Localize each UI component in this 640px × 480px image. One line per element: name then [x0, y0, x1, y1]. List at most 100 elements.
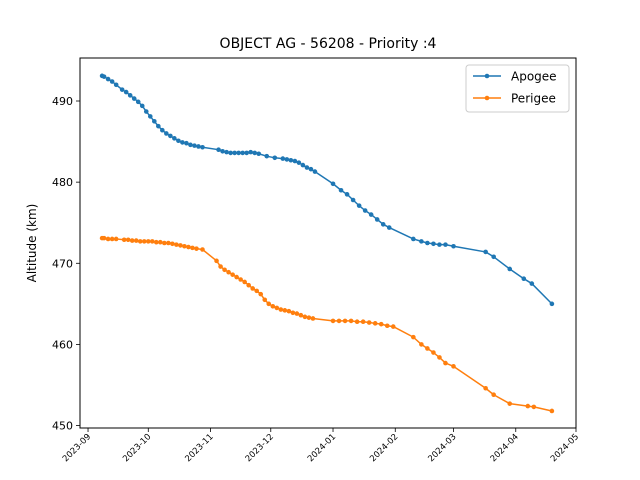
x-tick-label: 2024-02 [368, 432, 400, 464]
data-point-perigee [437, 355, 442, 360]
data-point-perigee [290, 310, 296, 316]
legend-label-apogee: Apogee [511, 70, 557, 84]
data-point-apogee [188, 142, 193, 148]
data-point-apogee [248, 149, 253, 155]
data-point-perigee [531, 404, 537, 410]
data-point-apogee [312, 169, 318, 174]
data-point-perigee [262, 297, 268, 303]
data-point-apogee [549, 301, 555, 307]
data-point-perigee [491, 392, 496, 398]
data-point-perigee [378, 321, 384, 327]
data-point-apogee [127, 93, 133, 98]
data-point-perigee [294, 311, 300, 316]
y-tick-label: 470 [52, 257, 73, 270]
data-point-perigee [178, 243, 183, 248]
data-point-perigee [242, 279, 247, 285]
data-point-apogee [386, 225, 392, 230]
data-point-perigee [431, 350, 436, 355]
data-point-apogee [338, 187, 344, 193]
data-point-perigee [425, 346, 430, 351]
x-axis: 2023-09 2023-10 2023-11 2023-12 2024-01 2024-… [61, 428, 581, 464]
data-point-apogee [507, 266, 513, 272]
x-tick-label: 2023-12 [244, 432, 276, 464]
data-point-apogee [296, 160, 302, 165]
data-point-perigee [226, 269, 231, 275]
data-point-perigee [366, 320, 372, 325]
legend-marker-perigee [484, 95, 490, 101]
data-point-perigee [278, 307, 284, 312]
data-point-apogee [143, 109, 149, 114]
data-point-apogee [483, 249, 488, 255]
data-point-perigee [109, 236, 115, 242]
data-point-perigee [200, 247, 205, 252]
data-point-apogee [425, 240, 430, 246]
data-point-apogee [113, 82, 119, 88]
data-point-apogee [109, 79, 115, 84]
data-point-apogee [168, 133, 173, 139]
x-tick-label: 2024-05 [549, 432, 581, 464]
legend: Apogee Perigee [465, 64, 570, 113]
data-point-perigee [234, 274, 239, 280]
data-point-perigee [384, 323, 390, 329]
data-point-perigee [162, 240, 167, 246]
data-point-apogee [220, 149, 225, 154]
data-point-perigee [125, 237, 131, 243]
data-point-perigee [274, 305, 280, 311]
data-point-apogee [196, 144, 201, 149]
data-point-apogee [105, 76, 111, 82]
data-point-apogee [139, 103, 145, 109]
data-point-apogee [330, 181, 336, 187]
data-point-apogee [123, 89, 129, 95]
data-point-perigee [270, 303, 276, 309]
data-point-apogee [344, 192, 350, 197]
data-point-perigee [354, 319, 360, 325]
data-point-apogee [131, 96, 137, 101]
data-point-apogee [200, 144, 205, 150]
data-point-apogee [350, 197, 356, 203]
data-point-perigee [483, 385, 488, 391]
data-point-apogee [224, 149, 229, 155]
data-point-perigee [342, 318, 348, 324]
x-tick-label: 2024-01 [306, 432, 338, 464]
x-tick-label: 2023-11 [183, 432, 215, 464]
data-point-perigee [258, 291, 264, 297]
data-point-perigee [101, 235, 107, 241]
y-axis: 450 460 470 480 490 [52, 95, 80, 433]
data-point-perigee [443, 360, 448, 366]
data-point-perigee [246, 282, 251, 288]
data-point-perigee [286, 308, 292, 314]
data-point-perigee [113, 236, 119, 242]
data-point-perigee [166, 240, 171, 246]
data-point-perigee [222, 267, 227, 273]
data-point-apogee [232, 150, 237, 156]
legend-marker-apogee [484, 73, 490, 79]
data-point-apogee [236, 150, 241, 156]
data-point-apogee [216, 147, 221, 152]
data-point-apogee [147, 114, 153, 119]
data-point-perigee [298, 312, 304, 318]
data-point-perigee [254, 288, 260, 294]
data-point-perigee [390, 324, 396, 329]
data-point-apogee [356, 203, 362, 208]
data-point-perigee [306, 315, 312, 320]
y-tick-label: 460 [52, 338, 73, 351]
data-point-apogee [368, 212, 374, 217]
data-point-perigee [372, 321, 378, 326]
data-point-perigee [149, 239, 155, 244]
data-point-apogee [300, 162, 306, 168]
data-point-apogee [521, 276, 527, 282]
data-point-perigee [186, 244, 191, 250]
x-tick-label: 2023-10 [121, 432, 153, 464]
y-tick-label: 480 [52, 176, 73, 189]
data-point-perigee [154, 239, 159, 245]
data-point-perigee [182, 243, 187, 249]
y-tick-label: 490 [52, 95, 73, 108]
data-point-perigee [360, 319, 366, 325]
data-point-apogee [160, 127, 165, 133]
data-point-perigee [141, 239, 147, 244]
data-point-perigee [170, 241, 175, 247]
data-point-apogee [101, 74, 107, 79]
data-point-perigee [214, 258, 219, 264]
data-point-perigee [419, 342, 424, 347]
